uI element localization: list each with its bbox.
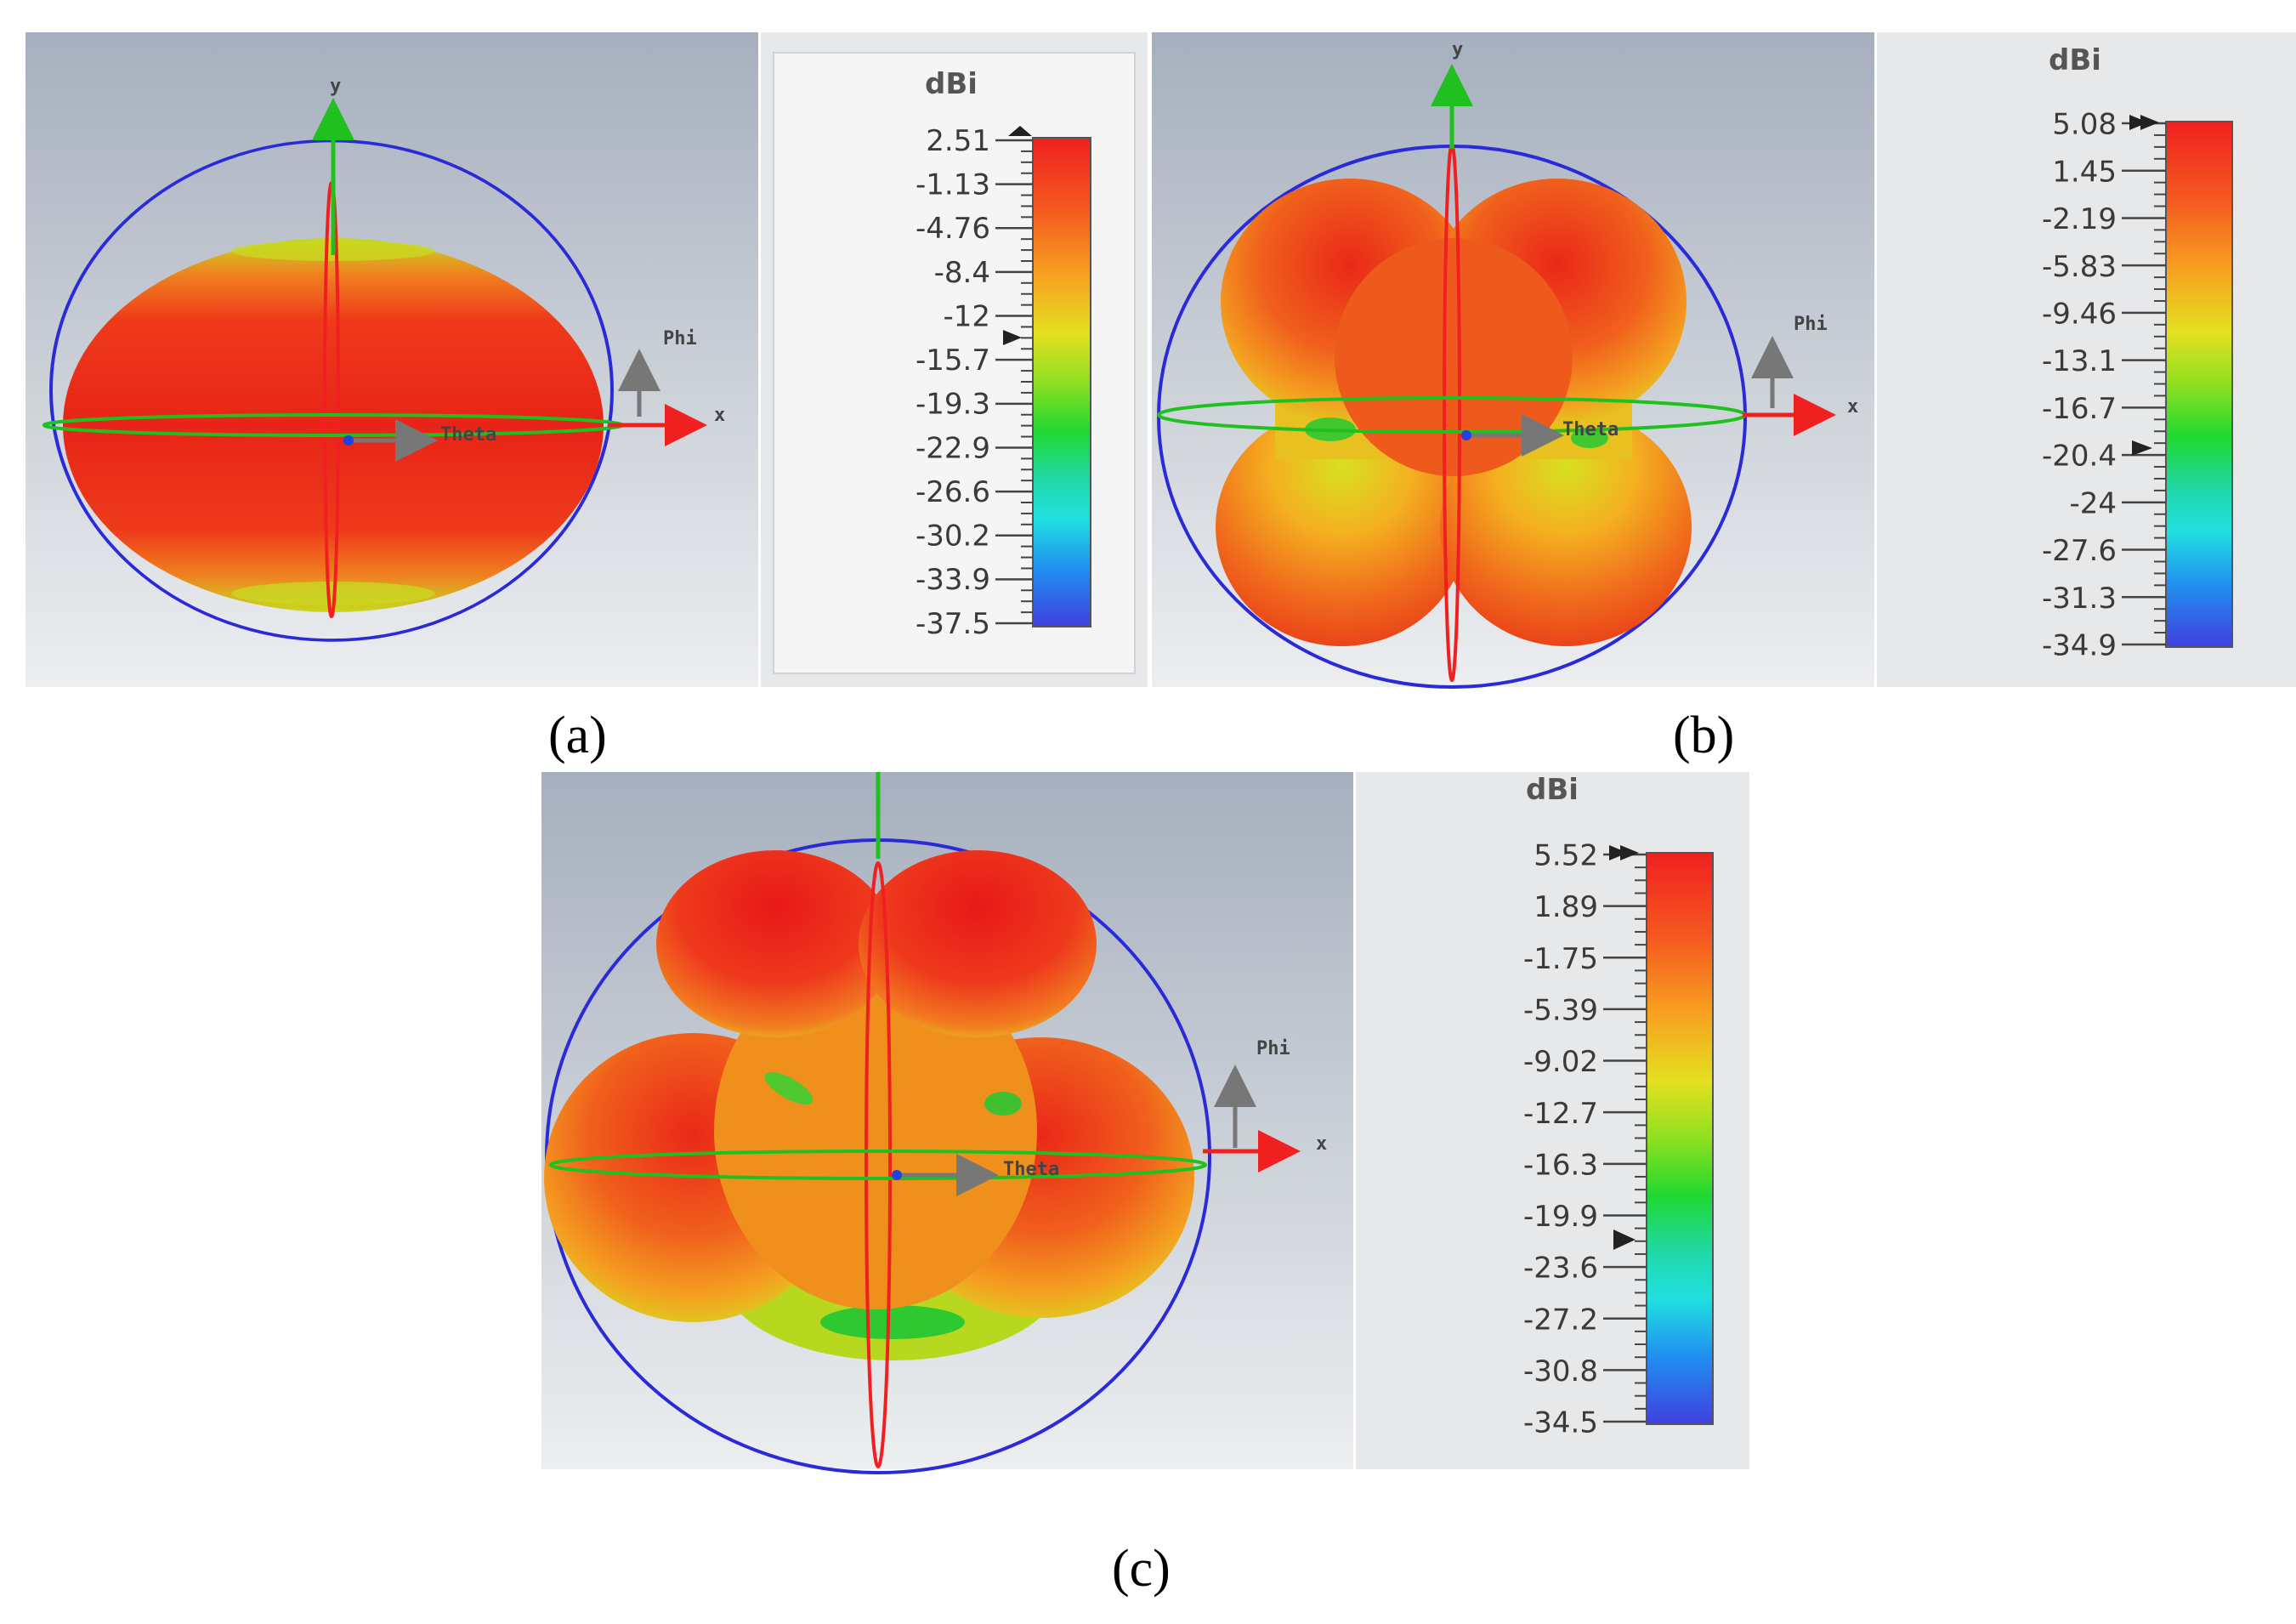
- panel-c-max-marker: [1609, 845, 1639, 860]
- lower-right-lobe: [1440, 408, 1692, 646]
- x-axis-label: x: [1316, 1133, 1327, 1155]
- panel-c-unit: dBi: [1526, 773, 1579, 807]
- colorbar-tick-label: -31.3: [2042, 582, 2117, 616]
- lower-left-lobe: [1216, 408, 1467, 646]
- origin-marker: [1461, 430, 1471, 440]
- panel-a-max-marker: [1008, 126, 1032, 136]
- origin-marker: [343, 435, 354, 446]
- upper-left-lobe: [656, 850, 894, 1037]
- x-axis-label: x: [1847, 396, 1858, 417]
- theta-label: Theta: [1003, 1159, 1059, 1180]
- left-null: [764, 1071, 814, 1105]
- panel-b-colorbar: [2165, 121, 2233, 648]
- panel-a-pattern: y x Phi Theta: [43, 76, 725, 642]
- equator-circle: [549, 1150, 1207, 1180]
- panel-b-label: (b): [1673, 707, 1734, 764]
- panel-a-threshold-marker: [1003, 330, 1022, 345]
- colorbar-tick-label: -16.3: [1523, 1148, 1598, 1182]
- bottom-null: [820, 1305, 965, 1339]
- right-null: [984, 1092, 1022, 1116]
- colorbar-tick-label: -30.8: [1523, 1354, 1598, 1388]
- panel-a-unit: dBi: [925, 67, 978, 101]
- radiation-lobe: [63, 238, 604, 612]
- colorbar-tick-label: -30.2: [916, 520, 990, 554]
- colorbar-tick-label: -2.19: [2042, 202, 2117, 236]
- theta-label: Theta: [1562, 419, 1619, 440]
- colorbar-tick-label: -26.6: [916, 475, 990, 509]
- colorbar-tick-label: -37.5: [916, 607, 990, 641]
- phi-label: Phi: [1794, 314, 1828, 335]
- panel-b-max-marker: [2129, 115, 2159, 130]
- y-axis-label: y: [1452, 39, 1463, 60]
- colorbar-tick-label: -5.39: [1523, 994, 1598, 1028]
- colorbar-tick-label: -8.4: [934, 256, 990, 290]
- colorbar-tick-label: -20.4: [2042, 440, 2117, 474]
- colorbar-tick-label: 5.08: [2052, 108, 2117, 142]
- colorbar-tick-label: 1.45: [2052, 155, 2117, 189]
- panel-a: y x Phi Theta dBi 2.51 -1.13 -4.76 -8.4 -12 -…: [26, 32, 1148, 764]
- x-axis-label: x: [714, 405, 725, 426]
- panel-b-ticks: 5.08 1.45 -2.19 -5.83 -9.46 -13.1 -16.7 -20.4 -2…: [2042, 108, 2166, 663]
- colorbar-tick-label: -34.9: [2042, 629, 2117, 663]
- colorbar-tick-label: -1.13: [916, 168, 990, 202]
- colorbar-tick-label: -19.9: [1523, 1200, 1598, 1234]
- colorbar-tick-label: 2.51: [926, 124, 990, 158]
- panel-c-colorbar: [1646, 852, 1714, 1425]
- colorbar-tick-label: -12.7: [1523, 1097, 1598, 1131]
- panel-a-label: (a): [548, 707, 607, 764]
- panel-b-unit: dBi: [2049, 43, 2101, 77]
- middle-body: [714, 952, 1037, 1309]
- colorbar-tick-label: -27.2: [1523, 1303, 1598, 1337]
- colorbar-tick-label: -22.9: [916, 431, 990, 465]
- panel-c-pattern: x Phi Theta: [544, 772, 1327, 1474]
- colorbar-tick-label: -19.3: [916, 388, 990, 422]
- colorbar-tick-label: -12: [943, 299, 990, 333]
- colorbar-tick-label: -16.7: [2042, 392, 2117, 426]
- panel-c-threshold-marker: [1613, 1229, 1636, 1250]
- upper-right-lobe: [859, 850, 1097, 1037]
- colorbar-tick-label: -9.46: [2042, 298, 2117, 332]
- y-axis-label: y: [330, 76, 341, 97]
- colorbar-tick-label: 5.52: [1534, 839, 1598, 873]
- colorbar-tick-label: -13.1: [2042, 344, 2117, 378]
- colorbar-tick-label: 1.89: [1534, 890, 1598, 924]
- panel-b-pattern: y x Phi Theta: [1157, 39, 1858, 689]
- panel-a-colorbar: [1032, 137, 1091, 627]
- panel-b-threshold-marker: [2132, 440, 2152, 456]
- origin-marker: [892, 1170, 902, 1180]
- phi-label: Phi: [663, 328, 697, 349]
- center-fill: [1335, 238, 1573, 476]
- phi-label: Phi: [1256, 1038, 1290, 1059]
- colorbar-tick-label: -9.02: [1523, 1045, 1598, 1079]
- null-right: [1571, 428, 1608, 448]
- colorbar-tick-label: -23.6: [1523, 1252, 1598, 1286]
- colorbar-tick-label: -1.75: [1523, 942, 1598, 976]
- colorbar-tick-label: -4.76: [916, 212, 990, 246]
- panel-b: y x Phi Theta dBi 5.08 1.45 -2.19 -5.83 -9.4…: [1152, 32, 2296, 764]
- colorbar-tick-label: -24: [2069, 486, 2117, 520]
- theta-label: Theta: [440, 424, 496, 446]
- panel-c: x Phi Theta dBi 5.52 1.89 -1.75 -5.39 -9.02 -…: [541, 772, 1749, 1598]
- colorbar-tick-label: -33.9: [916, 563, 990, 597]
- meridian-circle: [865, 861, 892, 1468]
- colorbar-tick-label: -27.6: [2042, 534, 2117, 568]
- panel-c-label: (c): [1112, 1540, 1171, 1598]
- colorbar-tick-label: -5.83: [2042, 250, 2117, 284]
- panel-c-ticks: 5.52 1.89 -1.75 -5.39 -9.02 -12.7 -16.3 -19.9 -2…: [1523, 839, 1647, 1440]
- colorbar-tick-label: -34.5: [1523, 1406, 1598, 1440]
- panel-a-ticks: 2.51 -1.13 -4.76 -8.4 -12 -15.7 -19.3 -22.9 -26.…: [916, 124, 1033, 641]
- colorbar-tick-label: -15.7: [916, 344, 990, 378]
